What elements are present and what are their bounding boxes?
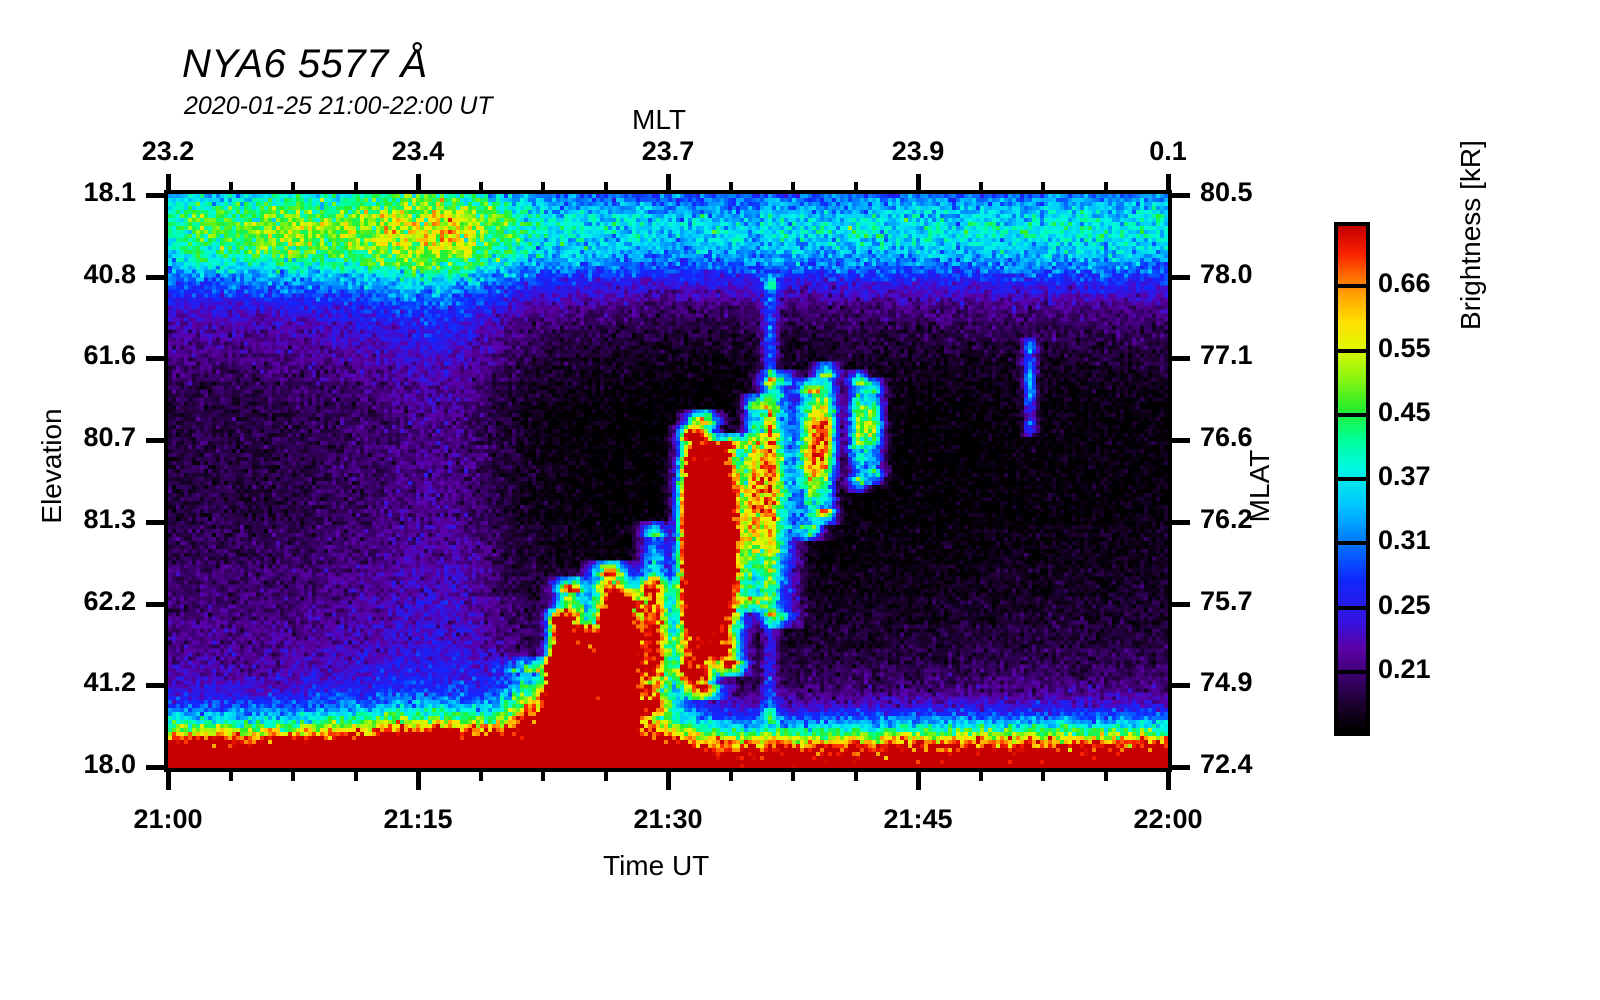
colorbar-tick-label: 0.55 [1378,332,1431,363]
tick-mark-bottom-minor [291,768,295,781]
colorbar-divider [1334,284,1370,289]
tick-mark-top-minor [291,182,295,194]
tick-mark-right [1168,765,1190,770]
tick-label-mlt: 23.4 [391,136,445,166]
tick-mark-top-minor [478,182,483,194]
tick-mark-bottom-minor [541,768,545,781]
tick-mark-right [1168,356,1190,362]
tick-label-mlt: 23.2 [141,136,195,166]
tick-mark-bottom-minor [1041,768,1045,781]
colorbar-divider [1334,348,1370,353]
colorbar-divider [1334,541,1370,546]
tick-label-time: 21:00 [133,804,203,834]
tick-mark-top-minor [1103,182,1108,194]
tick-label-elevation: 41.2 [83,667,136,698]
colorbar-divider [1334,412,1370,417]
tick-label-mlt: 0.1 [1149,136,1187,166]
colorbar-title: Brightness [kR] [1455,140,1486,330]
tick-label-mlat: 72.4 [1200,749,1253,779]
tick-label-elevation: 40.8 [83,258,136,289]
colorbar-tick-label: 0.45 [1378,396,1431,427]
tick-mark-top-minor [728,182,733,194]
tick-mark-top-minor [603,182,608,194]
tick-mark-right [1168,519,1190,525]
tick-mark-left [146,193,168,198]
colorbar-tick-label: 0.66 [1378,268,1431,299]
tick-mark-bottom [916,768,921,790]
tick-mark-bottom-minor [853,768,858,781]
tick-label-elevation: 80.7 [83,422,136,453]
tick-mark-bottom [666,768,671,790]
tick-label-time: 21:45 [883,804,953,834]
page-subtitle: 2020-01-25 21:00-22:00 UT [184,92,493,120]
tick-mark-top-minor [978,182,983,194]
axis-title-mlt: MLT [632,104,686,135]
tick-mark-top-minor [541,182,545,194]
keogram-plot-area[interactable] [164,190,1172,772]
tick-mark-right [1168,438,1190,444]
tick-mark-bottom-minor [728,768,733,781]
tick-mark-bottom-minor [791,768,795,781]
tick-mark-top [1166,174,1171,194]
tick-mark-left [146,683,168,689]
tick-mark-top [166,174,171,194]
tick-mark-right [1168,683,1190,689]
tick-mark-left [146,519,168,525]
colorbar-tick-label: 0.37 [1378,461,1431,491]
tick-mark-top [416,174,421,194]
tick-label-elevation: 18.1 [83,177,136,207]
tick-label-elevation: 61.6 [83,340,136,371]
tick-mark-top [666,174,671,194]
tick-mark-top-minor [1041,182,1045,194]
tick-mark-top [916,174,921,194]
colorbar-tick-label: 0.25 [1378,589,1431,620]
tick-label-elevation: 18.0 [83,749,136,779]
tick-label-mlat: 75.7 [1200,585,1253,616]
tick-mark-bottom [416,768,421,790]
tick-mark-bottom-minor [228,768,233,781]
tick-mark-bottom [1166,768,1171,790]
tick-mark-left [146,765,168,770]
tick-mark-top-minor [228,182,233,194]
tick-label-elevation: 81.3 [83,503,136,534]
tick-label-time: 21:15 [383,804,453,834]
tick-label-mlt: 23.9 [891,136,945,166]
tick-label-mlat: 78.0 [1200,258,1253,289]
tick-mark-right [1168,274,1190,280]
colorbar-divider [1334,669,1370,674]
tick-mark-bottom-minor [353,768,358,781]
tick-mark-bottom-minor [1103,768,1108,781]
colorbar-divider [1334,605,1370,610]
tick-label-mlat: 80.5 [1200,177,1253,207]
tick-mark-right [1168,601,1190,607]
tick-label-mlat: 74.9 [1200,667,1253,698]
tick-label-mlat: 77.1 [1200,340,1253,371]
tick-mark-top-minor [353,182,358,194]
tick-label-mlat: 76.2 [1200,503,1253,534]
tick-label-time: 21:30 [633,804,703,834]
colorbar-divider [1334,477,1370,481]
tick-label-mlt: 23.7 [641,136,695,166]
tick-mark-top-minor [791,182,795,194]
tick-mark-bottom [166,768,171,790]
colorbar-tick-label: 0.21 [1378,653,1431,684]
tick-mark-left [146,356,168,362]
tick-label-mlat: 76.6 [1200,422,1253,453]
tick-mark-bottom-minor [978,768,983,781]
tick-mark-right [1168,193,1190,198]
tick-mark-left [146,601,168,607]
tick-label-time: 22:00 [1133,804,1203,834]
tick-mark-top-minor [853,182,858,194]
axis-title-time: Time UT [603,850,710,881]
tick-mark-bottom-minor [478,768,483,781]
colorbar-tick-label: 0.31 [1378,525,1431,556]
tick-label-elevation: 62.2 [83,585,136,616]
tick-mark-bottom-minor [603,768,608,781]
tick-mark-left [146,438,168,444]
tick-mark-left [146,274,168,280]
page-title: NYA6 5577 Å [182,42,428,86]
keogram-heatmap [168,194,1168,768]
